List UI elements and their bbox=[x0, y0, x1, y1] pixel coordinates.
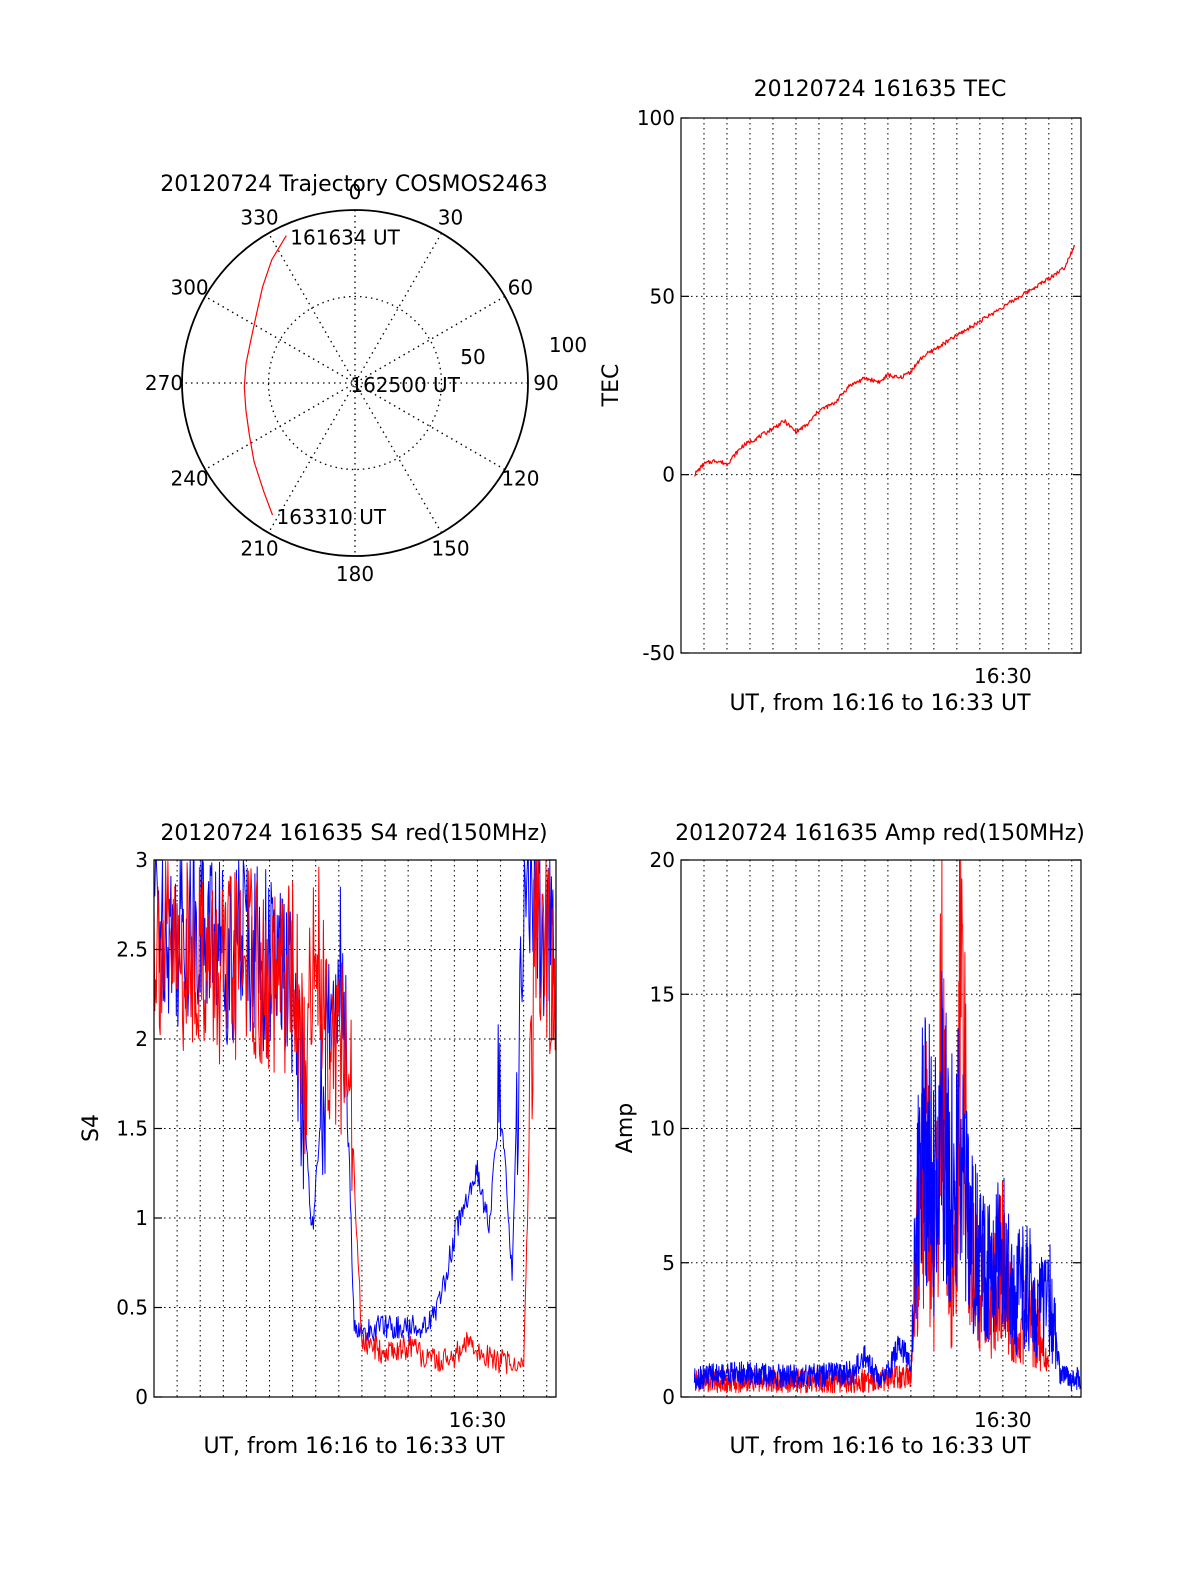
s4-title: 20120724 161635 S4 red(150MHz) bbox=[160, 821, 547, 846]
x-tick-label: 16:30 bbox=[974, 664, 1032, 688]
azimuth-tick-label: 210 bbox=[240, 536, 278, 560]
azimuth-tick-label: 180 bbox=[336, 562, 374, 586]
y-tick-label: 1.5 bbox=[116, 1117, 148, 1141]
azimuth-tick-label: 90 bbox=[533, 371, 558, 395]
azimuth-tick-label: 240 bbox=[170, 467, 208, 491]
amp-xlabel: UT, from 16:16 to 16:33 UT bbox=[729, 1434, 1031, 1459]
s4-panel: 20120724 161635 S4 red(150MHz) 0 0.5 1 1.5 2… bbox=[79, 821, 557, 1459]
amp-ylabel: Amp bbox=[613, 1103, 638, 1153]
radial-tick-label: 50 bbox=[460, 345, 485, 369]
trajectory-title: 20120724 Trajectory COSMOS2463 bbox=[160, 172, 547, 197]
tec-title: 20120724 161635 TEC bbox=[754, 77, 1007, 102]
y-tick-label: 2.5 bbox=[116, 938, 148, 962]
y-tick-label: 10 bbox=[650, 1117, 675, 1141]
y-tick-label: 5 bbox=[662, 1251, 675, 1275]
azimuth-tick-label: 120 bbox=[501, 467, 539, 491]
x-tick-label: 16:30 bbox=[974, 1408, 1032, 1432]
y-tick-label: 3 bbox=[135, 848, 148, 872]
y-tick-label: 0.5 bbox=[116, 1296, 148, 1320]
y-tick-label: -50 bbox=[642, 641, 675, 665]
tec-plot-frame bbox=[680, 117, 1082, 654]
y-tick-label: 0 bbox=[135, 1385, 148, 1409]
trajectory-line bbox=[243, 235, 287, 516]
tec-panel: 20120724 161635 TEC -50 0 50 100 16:30 TEC U… bbox=[599, 77, 1082, 716]
radial-tick-label: 100 bbox=[549, 333, 587, 357]
azimuth-tick-label: 60 bbox=[508, 276, 533, 300]
tec-ylabel: TEC bbox=[599, 364, 624, 408]
azimuth-tick-label: 150 bbox=[431, 536, 469, 560]
trajectory-time-label: 162500 UT bbox=[350, 373, 460, 397]
trajectory-time-label: 161634 UT bbox=[290, 226, 400, 250]
y-tick-label: 2 bbox=[135, 1027, 148, 1051]
y-tick-label: 0 bbox=[662, 463, 675, 487]
y-tick-label: 50 bbox=[650, 284, 675, 308]
series-line bbox=[153, 859, 556, 1375]
y-tick-label: 15 bbox=[650, 982, 675, 1006]
azimuth-tick-label: 0 bbox=[349, 180, 362, 204]
y-tick-label: 1 bbox=[135, 1206, 148, 1230]
azimuth-tick-label: 300 bbox=[170, 276, 208, 300]
series-line bbox=[693, 245, 1076, 477]
azimuth-tick-label: 270 bbox=[145, 371, 183, 395]
series-line bbox=[693, 859, 1049, 1394]
s4-xlabel: UT, from 16:16 to 16:33 UT bbox=[203, 1434, 505, 1459]
amp-title: 20120724 161635 Amp red(150MHz) bbox=[675, 821, 1085, 846]
trajectory-time-label: 163310 UT bbox=[276, 505, 386, 529]
series-line bbox=[693, 970, 1082, 1392]
trajectory-panel: 20120724 Trajectory COSMOS2463 0 30 60 90 12… bbox=[145, 172, 587, 586]
tec-xlabel: UT, from 16:16 to 16:33 UT bbox=[729, 691, 1031, 716]
azimuth-tick-label: 30 bbox=[438, 206, 463, 230]
s4-ylabel: S4 bbox=[79, 1114, 104, 1142]
polar-inner-ring bbox=[267, 295, 443, 471]
y-tick-label: 100 bbox=[637, 106, 675, 130]
azimuth-tick-label: 330 bbox=[240, 206, 278, 230]
amp-panel: 20120724 161635 Amp red(150MHz) 0 5 10 15 20… bbox=[613, 821, 1085, 1459]
series-line bbox=[153, 859, 556, 1343]
y-tick-label: 20 bbox=[650, 848, 675, 872]
x-tick-label: 16:30 bbox=[449, 1408, 507, 1432]
y-tick-label: 0 bbox=[662, 1385, 675, 1409]
